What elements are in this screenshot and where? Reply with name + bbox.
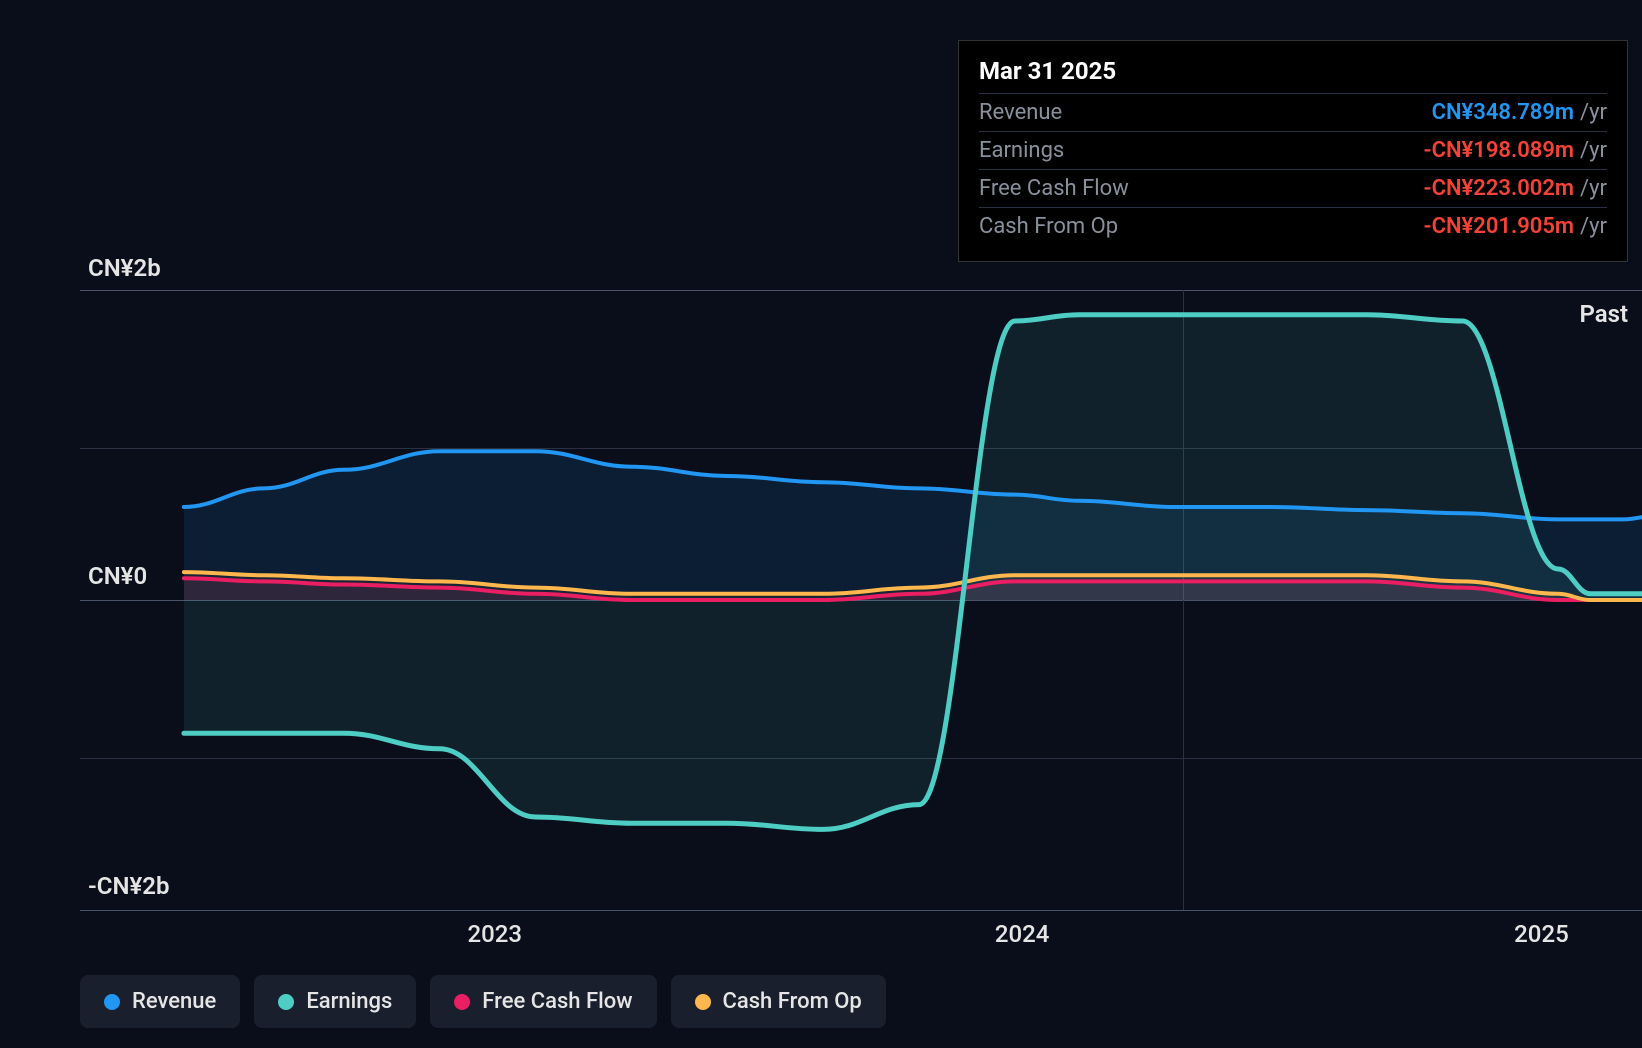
y-tick-bottom: -CN¥2b [88,872,170,900]
gridline [80,448,1642,449]
chart-tooltip: Mar 31 2025 Revenue CN¥348.789m /yr Earn… [958,40,1628,262]
tooltip-unit: /yr [1580,214,1607,239]
tooltip-label: Earnings [979,138,1064,163]
tooltip-row-fcf: Free Cash Flow -CN¥223.002m /yr [979,169,1607,207]
y-tick-top: CN¥2b [88,254,161,282]
legend-label: Earnings [306,989,392,1014]
legend-label: Free Cash Flow [482,989,632,1014]
legend-dot [104,994,120,1010]
legend-dot [695,994,711,1010]
legend-item-earnings[interactable]: Earnings [254,975,416,1028]
legend-item-fcf[interactable]: Free Cash Flow [430,975,656,1028]
tooltip-row-revenue: Revenue CN¥348.789m /yr [979,93,1607,131]
x-tick-2023: 2023 [467,920,522,948]
tooltip-value: -CN¥223.002m [1424,176,1575,201]
legend-label: Revenue [132,989,216,1014]
tooltip-unit: /yr [1580,138,1607,163]
tooltip-row-cfo: Cash From Op -CN¥201.905m /yr [979,207,1607,245]
tooltip-value: CN¥348.789m [1432,100,1574,125]
legend-dot [454,994,470,1010]
tooltip-unit: /yr [1580,100,1607,125]
y-tick-zero: CN¥0 [88,562,147,590]
gridline-bottom-solid [80,910,1642,911]
x-tick-2024: 2024 [995,920,1050,948]
gridline-zero [80,600,1642,601]
x-tick-2025: 2025 [1514,920,1569,948]
past-label: Past [1579,300,1628,328]
tooltip-label: Cash From Op [979,214,1118,239]
tooltip-label: Revenue [979,100,1062,125]
tooltip-date: Mar 31 2025 [979,57,1607,93]
legend-item-revenue[interactable]: Revenue [80,975,240,1028]
gridline [80,758,1642,759]
hover-vertical-line [1183,290,1184,910]
tooltip-label: Free Cash Flow [979,176,1129,201]
tooltip-value: -CN¥198.089m [1424,138,1575,163]
legend-dot [278,994,294,1010]
tooltip-value: -CN¥201.905m [1424,214,1575,239]
legend-item-cfo[interactable]: Cash From Op [671,975,886,1028]
financial-chart: CN¥2b CN¥0 -CN¥2b Past 2023 2024 2025 Ma… [40,0,1642,1048]
gridline-top-solid [80,290,1642,291]
tooltip-row-earnings: Earnings -CN¥198.089m /yr [979,131,1607,169]
chart-legend: Revenue Earnings Free Cash Flow Cash Fro… [80,975,886,1028]
legend-label: Cash From Op [723,989,862,1014]
tooltip-unit: /yr [1580,176,1607,201]
